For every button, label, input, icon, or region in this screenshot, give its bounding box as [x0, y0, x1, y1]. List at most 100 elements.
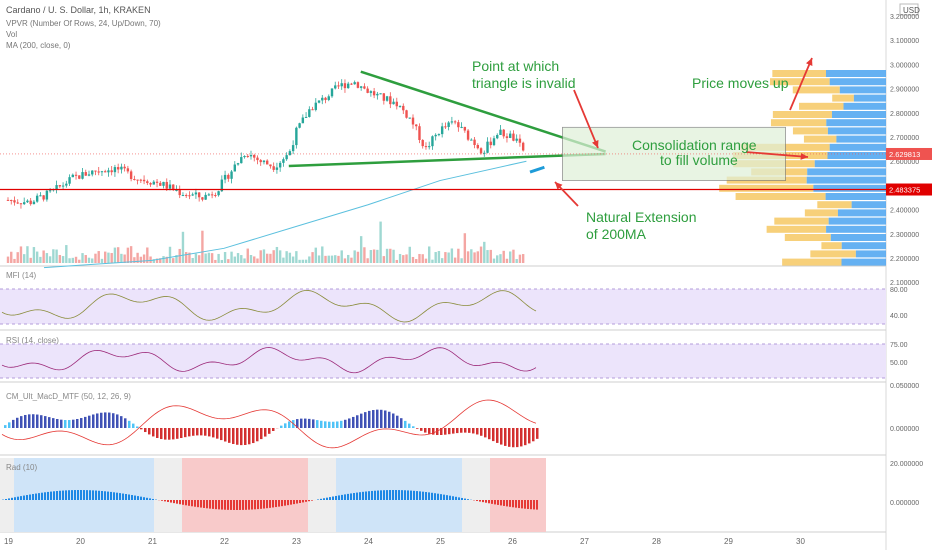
volume-bar: [88, 258, 90, 263]
rad-bar: [266, 500, 268, 508]
rad-bar: [404, 490, 406, 500]
rad-bar: [458, 497, 460, 500]
candle: [422, 140, 424, 146]
candle: [65, 184, 67, 186]
rad-bar: [125, 494, 127, 500]
symbol-title: Cardano / U. S. Dollar, 1h, KRAKEN: [6, 5, 151, 15]
macd-bar: [200, 428, 203, 435]
rad-bar: [509, 500, 511, 507]
rad-bar: [167, 500, 169, 502]
regime-block: [154, 458, 168, 532]
candle: [46, 191, 48, 200]
candle: [389, 96, 391, 104]
volume-bar: [503, 251, 505, 263]
macd-bar: [336, 421, 339, 428]
candle: [211, 194, 213, 195]
candle: [509, 134, 511, 138]
macd-bar: [356, 415, 359, 428]
macd-bar: [24, 415, 27, 428]
rad-bar: [332, 497, 334, 500]
macd-bar: [148, 428, 151, 434]
rad-bar: [212, 500, 214, 509]
candle: [386, 96, 388, 100]
candle: [396, 102, 398, 106]
candle: [341, 83, 343, 86]
rad-bar: [182, 500, 184, 505]
macd-bar: [196, 428, 199, 435]
candle: [409, 118, 411, 119]
volume-bar: [477, 251, 479, 263]
candle: [451, 121, 453, 122]
candle: [224, 175, 226, 180]
rad-bar: [194, 500, 196, 507]
rad-bar: [449, 496, 451, 500]
regime-block: [266, 458, 280, 532]
regime-block: [462, 458, 476, 532]
macd-bar: [288, 421, 291, 428]
macd-bar: [20, 416, 23, 428]
rad-bar: [494, 500, 496, 504]
rad-bar: [71, 490, 73, 500]
volume-bar: [493, 259, 495, 263]
candle: [357, 82, 359, 88]
annotation-ma-line2: of 200MA: [586, 226, 647, 242]
macd-bar: [312, 419, 315, 428]
candle: [36, 196, 38, 202]
volume-bar: [483, 242, 485, 263]
candle: [68, 177, 70, 184]
rad-bar: [170, 500, 172, 503]
candle: [298, 123, 300, 128]
price-tick: 3.100000: [890, 38, 919, 45]
volume-bar: [234, 257, 236, 263]
vp-down-bar: [831, 234, 886, 241]
macd-bar: [184, 428, 187, 437]
macd-bar: [412, 426, 415, 428]
rad-bar: [311, 500, 313, 501]
macd-bar: [84, 417, 87, 428]
rad-bar: [149, 498, 151, 500]
volume-bar: [486, 250, 488, 263]
volume-bar: [52, 249, 54, 263]
macd-bar: [480, 428, 483, 436]
volume-bar: [169, 247, 171, 263]
rad-bar: [476, 500, 478, 501]
rad-bar: [437, 494, 439, 500]
macd-bar: [372, 410, 375, 428]
candle: [467, 131, 469, 140]
volume-bar: [337, 256, 339, 263]
volume-bar: [328, 256, 330, 263]
volume-bar: [315, 248, 317, 263]
rad-bar: [260, 500, 262, 509]
rad-bar: [218, 500, 220, 509]
rad-bar: [224, 500, 226, 510]
rad-bar: [107, 492, 109, 500]
volume-bar: [357, 252, 359, 263]
volume-bar: [515, 259, 517, 263]
rad-bar: [110, 492, 112, 500]
macd-bar: [424, 428, 427, 433]
rad-bar: [98, 491, 100, 500]
macd-bar: [120, 416, 123, 428]
volume-bar: [237, 253, 239, 263]
rad-bar: [116, 493, 118, 500]
vp-up-bar: [785, 234, 831, 241]
vp-down-bar: [813, 185, 886, 192]
price-tick: 2.300000: [890, 232, 919, 239]
rad-bar: [533, 500, 535, 509]
rad-bar: [428, 492, 430, 500]
indicator-ma: MA (200, close, 0): [6, 41, 71, 50]
rad-bar: [371, 491, 373, 500]
regime-block: [308, 458, 322, 532]
rad-bar: [443, 495, 445, 500]
candle: [94, 171, 96, 172]
date-tick: 27: [580, 537, 589, 546]
rad-bar: [68, 490, 70, 500]
rad-bar: [269, 500, 271, 508]
candle: [499, 130, 501, 135]
rad-bar: [92, 490, 94, 500]
volume-bar: [26, 246, 28, 263]
candle: [515, 139, 517, 141]
macd-bar: [124, 418, 127, 428]
date-tick: 20: [76, 537, 85, 546]
macd-bar: [284, 423, 287, 428]
